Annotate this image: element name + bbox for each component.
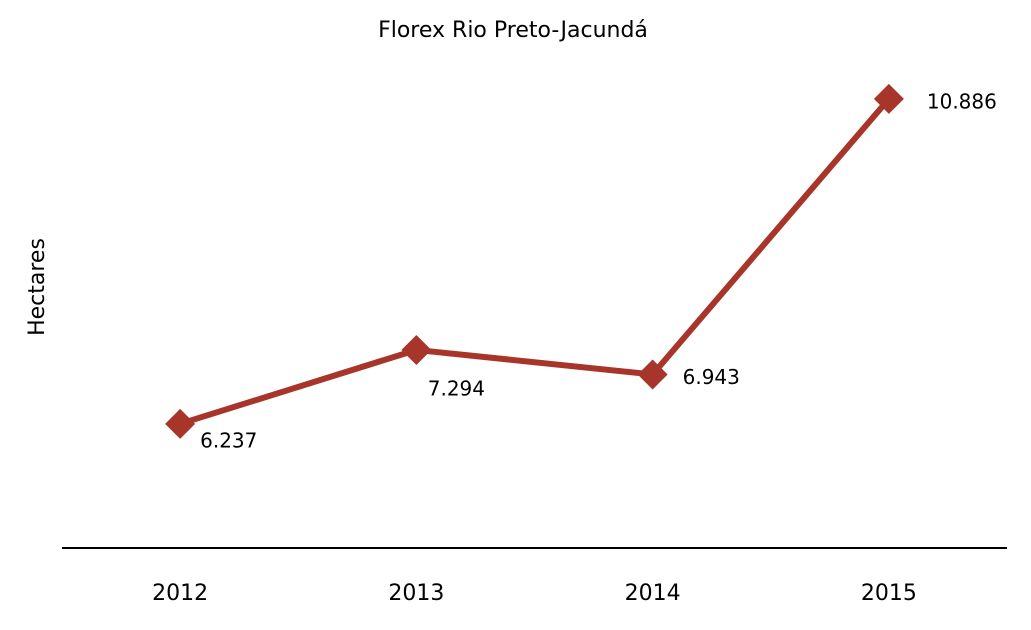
marker — [401, 334, 432, 365]
marker — [165, 408, 196, 439]
x-tick-label: 2014 — [625, 581, 681, 606]
line — [179, 96, 892, 427]
chart-title: Florex Rio Preto-Jacundá — [378, 18, 648, 43]
marker — [873, 83, 904, 114]
data-label: 6.943 — [683, 365, 740, 389]
x-tick-label: 2012 — [152, 581, 208, 606]
data-label: 7.294 — [428, 376, 485, 400]
y-axis-label: Hectares — [25, 238, 50, 336]
x-tick-label: 2013 — [388, 581, 444, 606]
data-label: 10.886 — [927, 89, 997, 113]
data-label: 6.237 — [200, 428, 257, 452]
x-tick-label: 2015 — [861, 581, 917, 606]
marker — [637, 359, 668, 390]
